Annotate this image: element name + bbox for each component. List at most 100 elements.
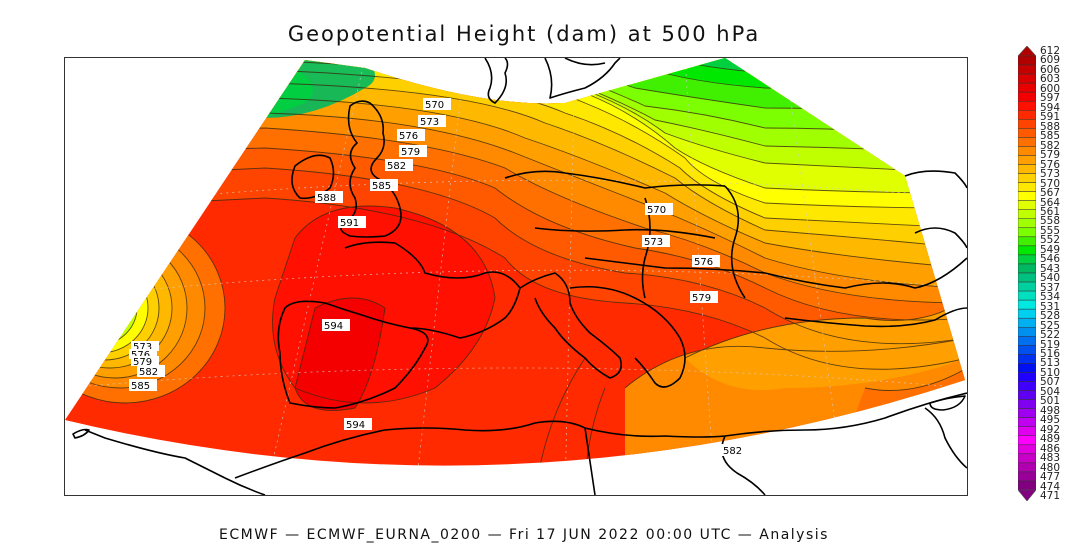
- footer-caption: ECMWF — ECMWF_EURNA_0200 — Fri 17 JUN 20…: [219, 527, 829, 543]
- colorbar-label: 531: [1040, 300, 1061, 313]
- colorbar-label: 612: [1040, 45, 1061, 57]
- colorbar-label: 507: [1040, 376, 1061, 389]
- colorbar-label: 543: [1040, 262, 1061, 275]
- colorbar-label: 549: [1040, 243, 1061, 256]
- chart-title: Geopotential Height (dam) at 500 hPa: [287, 22, 761, 46]
- colorbar-label: 594: [1040, 101, 1061, 114]
- colorbar-swatch: [1018, 100, 1036, 111]
- colorbar-swatch: [1018, 173, 1036, 183]
- contour-label: 573: [418, 115, 446, 128]
- colorbar-swatch: [1018, 363, 1036, 373]
- colorbar-swatch: [1018, 281, 1036, 292]
- colorbar-swatch: [1018, 110, 1036, 120]
- colorbar-label: 513: [1040, 357, 1061, 370]
- contour-label: 582: [721, 444, 749, 457]
- svg-text:582: 582: [139, 367, 158, 378]
- colorbar-swatch: [1018, 91, 1036, 102]
- svg-text:576: 576: [399, 131, 418, 142]
- colorbar-label: 537: [1040, 281, 1061, 294]
- colorbar-label: 579: [1040, 149, 1061, 162]
- colorbar-label: 582: [1040, 139, 1061, 152]
- colorbar-label: 486: [1040, 442, 1061, 455]
- colorbar-label: 567: [1040, 187, 1061, 200]
- colorbar-label: 498: [1040, 404, 1061, 417]
- svg-text:576: 576: [131, 350, 150, 361]
- colorbar-swatch: [1018, 227, 1036, 238]
- svg-text:585: 585: [131, 381, 150, 392]
- contour-label: 582: [137, 365, 165, 378]
- colorbar: [1018, 46, 1036, 501]
- svg-text:573: 573: [644, 237, 663, 248]
- colorbar-label: 483: [1040, 452, 1061, 465]
- colorbar-swatch: [1018, 73, 1036, 84]
- svg-text:576: 576: [694, 257, 713, 268]
- colorbar-swatch: [1018, 480, 1036, 491]
- colorbar-swatch: [1018, 390, 1036, 400]
- colorbar-swatch: [1018, 245, 1036, 256]
- colorbar-swatch: [1018, 254, 1036, 265]
- colorbar-swatch: [1018, 435, 1036, 446]
- colorbar-swatch: [1018, 64, 1036, 75]
- colorbar-swatch: [1018, 345, 1036, 355]
- colorbar-label: 516: [1040, 348, 1061, 360]
- colorbar-swatch: [1018, 137, 1036, 147]
- svg-text:570: 570: [647, 205, 666, 216]
- colorbar-label: 510: [1040, 366, 1061, 379]
- colorbar-swatch: [1018, 119, 1036, 129]
- colorbar-swatch: [1018, 128, 1036, 138]
- colorbar-min-arrow: [1018, 489, 1036, 501]
- colorbar-swatch: [1018, 336, 1036, 346]
- colorbar-label: 573: [1040, 168, 1061, 181]
- colorbar-label: 519: [1040, 338, 1061, 351]
- colorbar-swatch: [1018, 471, 1036, 482]
- contour-label: 576: [129, 349, 157, 361]
- colorbar-swatch: [1018, 236, 1036, 247]
- contour-label: 573: [642, 235, 670, 248]
- colorbar-swatch: [1018, 327, 1036, 337]
- svg-text:570: 570: [425, 100, 444, 111]
- colorbar-label: 552: [1040, 234, 1061, 247]
- svg-text:591: 591: [340, 218, 359, 229]
- colorbar-swatch: [1018, 182, 1036, 192]
- colorbar-max-arrow: [1018, 46, 1036, 57]
- colorbar-label: 522: [1040, 329, 1061, 342]
- colorbar-swatch: [1018, 209, 1036, 219]
- svg-text:579: 579: [401, 147, 420, 158]
- contour-label: 576: [397, 129, 425, 142]
- colorbar-swatch: [1018, 218, 1036, 229]
- contour-label: 573: [131, 341, 159, 353]
- map-panel: 570 573 576 579 582 585 588 591 594 594 …: [64, 57, 968, 496]
- svg-text:579: 579: [692, 293, 711, 304]
- colorbar-labels: 612 609 606 603 600 597 594 591 588 585 582 579 576 5…: [1040, 45, 1090, 503]
- colorbar-swatch: [1018, 146, 1036, 156]
- contour-labels: 570 573 576 579 582 585 588 591 594 594 …: [129, 98, 749, 457]
- colorbar-swatch: [1018, 408, 1036, 418]
- colorbar-label: 564: [1040, 196, 1061, 209]
- svg-text:582: 582: [387, 161, 406, 172]
- contour-label: 591: [338, 216, 366, 229]
- svg-text:573: 573: [420, 117, 439, 128]
- colorbar-label: 492: [1040, 423, 1061, 436]
- contour-label: 585: [129, 379, 157, 392]
- colorbar-swatch: [1018, 417, 1036, 427]
- colorbar-label: 585: [1040, 130, 1061, 143]
- colorbar-swatch: [1018, 200, 1036, 210]
- colorbar-swatch: [1018, 263, 1036, 274]
- colorbar-label: 471: [1040, 490, 1061, 503]
- colorbar-label: 525: [1040, 319, 1061, 332]
- colorbar-label: 600: [1040, 82, 1061, 95]
- colorbar-swatch: [1018, 155, 1036, 165]
- colorbar-label: 591: [1040, 111, 1061, 124]
- colorbar-label: 489: [1040, 433, 1061, 446]
- colorbar-label: 501: [1040, 395, 1061, 408]
- colorbar-swatches: [1018, 55, 1036, 491]
- contour-label: 594: [322, 319, 350, 332]
- colorbar-label: 603: [1040, 73, 1061, 86]
- colorbar-swatch: [1018, 444, 1036, 455]
- colorbar-swatch: [1018, 372, 1036, 382]
- colorbar-swatch: [1018, 82, 1036, 93]
- svg-text:573: 573: [133, 342, 152, 353]
- colorbar-swatch: [1018, 308, 1036, 319]
- contour-label: 570: [423, 98, 451, 111]
- contour-label: 579: [131, 356, 159, 368]
